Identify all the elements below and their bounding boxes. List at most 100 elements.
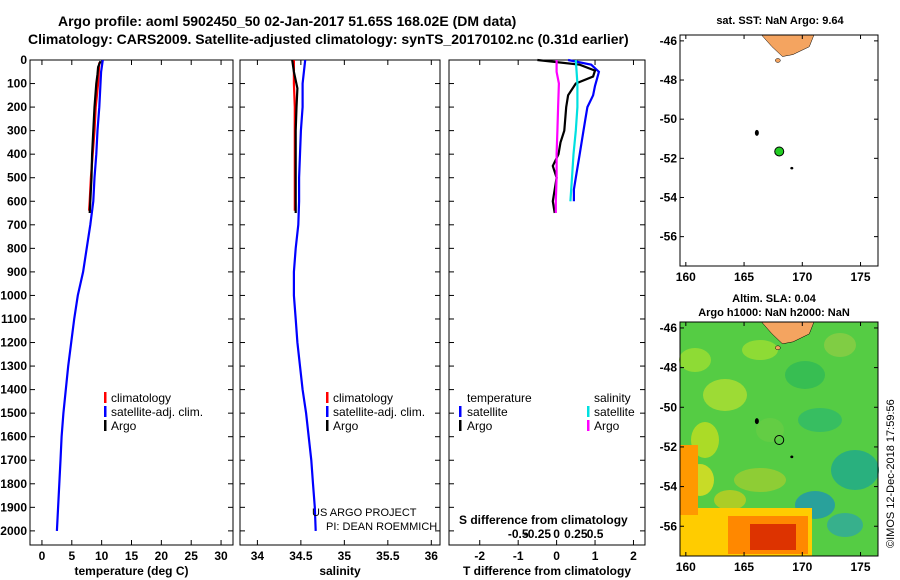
legend-label: Argo <box>467 419 493 433</box>
y-tick-label: 600 <box>7 194 27 208</box>
lon-tick-label: 170 <box>792 560 812 574</box>
lat-tick-label: -50 <box>660 112 678 126</box>
y-tick-label: 1800 <box>0 477 27 491</box>
difference-panel: -2 -1 0 1 2T difference from climatology temp… <box>448 58 646 578</box>
legend-label: climatology <box>333 391 393 405</box>
lon-tick-label: 165 <box>734 270 754 284</box>
plot-frame <box>448 59 646 546</box>
salinity-panel: 34 34.5 35 35.5 36 salinity climatologysatelli… <box>239 59 441 578</box>
x-axis-label: temperature (deg C) <box>74 564 188 578</box>
legend-swatch <box>587 420 590 431</box>
x-tick-label: 2 <box>630 549 637 563</box>
land-auckland-islands <box>754 418 759 425</box>
secondary-tick-label: 0 <box>553 527 560 541</box>
sla-anomaly-patch <box>679 348 711 372</box>
credit-pi: PI: DEAN ROEMMICH <box>326 521 437 533</box>
figure-title-line1: Argo profile: aoml 5902450_50 02-Jan-201… <box>58 13 516 29</box>
y-tick-label: 1600 <box>0 430 27 444</box>
land-campbell-island <box>790 455 794 459</box>
sst-map: -46 -48 -50 -52 -54 -56 160 165 170 175 sat. SST: … <box>660 15 879 284</box>
legend-swatch <box>104 406 107 417</box>
sla-anomaly-patch <box>703 379 747 411</box>
legend-label: satellite <box>467 405 508 419</box>
sla-anomaly-patch <box>824 333 856 357</box>
x-tick-label: 5 <box>68 549 75 563</box>
legend-swatch <box>104 420 107 431</box>
series-line-s-argo <box>554 60 561 213</box>
x-tick-label: 30 <box>214 549 228 563</box>
temperature-panel: 0100200300400500600700800900100011001200… <box>0 53 234 578</box>
legend-swatch <box>326 420 329 431</box>
y-tick-label: 2000 <box>0 524 27 538</box>
legend-swatch <box>326 392 329 403</box>
lat-tick-label: -48 <box>660 73 678 87</box>
x-tick-label: 35.5 <box>376 549 400 563</box>
y-tick-label: 900 <box>7 265 27 279</box>
series-line-satellite-adj-clim- <box>55 59 104 531</box>
sla-hot-core <box>750 524 796 550</box>
y-tick-label: 1400 <box>0 383 27 397</box>
lat-tick-label: -52 <box>660 440 678 454</box>
x-tick-label: 36 <box>425 549 439 563</box>
y-tick-label: 400 <box>7 147 27 161</box>
legend-swatch <box>459 420 462 431</box>
legend-label: satellite <box>594 405 635 419</box>
legend-swatch <box>326 406 329 417</box>
legend-label: Argo <box>111 419 137 433</box>
secondary-tick-label: -0.5 <box>508 527 529 541</box>
series-line-satellite-adj-clim- <box>292 59 317 531</box>
y-tick-label: 0 <box>20 53 27 67</box>
sla-map-title-line2: Argo h1000: NaN h2000: NaN <box>698 307 850 319</box>
lat-tick-label: -50 <box>660 400 678 414</box>
secondary-tick-label: 0.25 <box>564 527 588 541</box>
x-tick-label: 0 <box>39 549 46 563</box>
credit-project: US ARGO PROJECT <box>312 507 417 519</box>
legend-label: Argo <box>594 419 620 433</box>
y-tick-label: 1900 <box>0 500 27 514</box>
figure-title-line2: Climatology: CARS2009. Satellite-adjuste… <box>28 31 629 47</box>
y-tick-label: 800 <box>7 241 27 255</box>
legend-swatch <box>459 406 462 417</box>
lon-tick-label: 175 <box>851 560 871 574</box>
lat-tick-label: -56 <box>660 230 678 244</box>
y-tick-label: 200 <box>7 100 27 114</box>
series-line-argo <box>291 59 299 213</box>
lat-tick-label: -46 <box>660 321 678 335</box>
legend-title-temperature: temperature <box>467 391 532 405</box>
lat-tick-label: -52 <box>660 151 678 165</box>
lon-tick-label: 175 <box>851 270 871 284</box>
x-axis-label-secondary: S difference from climatology <box>459 513 628 527</box>
plot-frame <box>239 59 441 546</box>
legend-title-salinity: salinity <box>594 391 631 405</box>
y-tick-label: 1100 <box>1 312 27 326</box>
x-tick-label: 35 <box>338 549 352 563</box>
lon-tick-label: 160 <box>676 560 696 574</box>
x-tick-label: 25 <box>185 549 199 563</box>
land-auckland-islands <box>754 129 759 136</box>
legend-swatch <box>104 392 107 403</box>
map-frame <box>679 34 879 267</box>
sla-warm-edge <box>680 445 698 515</box>
sla-map-title-line1: Altim. SLA: 0.04 <box>732 293 817 305</box>
secondary-tick-label: -0.25 <box>524 527 552 541</box>
land-stewart-island <box>775 58 781 63</box>
land-stewart-island <box>775 345 781 351</box>
series-line-t-satellite <box>567 58 601 202</box>
sla-map: -46 -48 -50 -52 -54 -56 160 165 170 175 Altim. SLA… <box>660 293 879 574</box>
sla-anomaly-patch <box>827 513 863 537</box>
lat-tick-label: -48 <box>660 361 678 375</box>
lat-tick-label: -54 <box>660 190 678 204</box>
y-tick-label: 1200 <box>0 336 27 350</box>
y-tick-label: 1300 <box>0 359 27 373</box>
series-line-s-satellite <box>569 59 579 202</box>
secondary-tick-label: 0.5 <box>587 527 604 541</box>
sla-anomaly-patch <box>798 408 842 432</box>
map-frame <box>679 321 879 557</box>
x-tick-label: 20 <box>155 549 169 563</box>
y-tick-label: 1700 <box>0 453 27 467</box>
land-campbell-island <box>790 166 794 170</box>
x-tick-label: 34 <box>251 549 265 563</box>
x-tick-label: 10 <box>95 549 109 563</box>
y-tick-label: 1000 <box>0 288 27 302</box>
